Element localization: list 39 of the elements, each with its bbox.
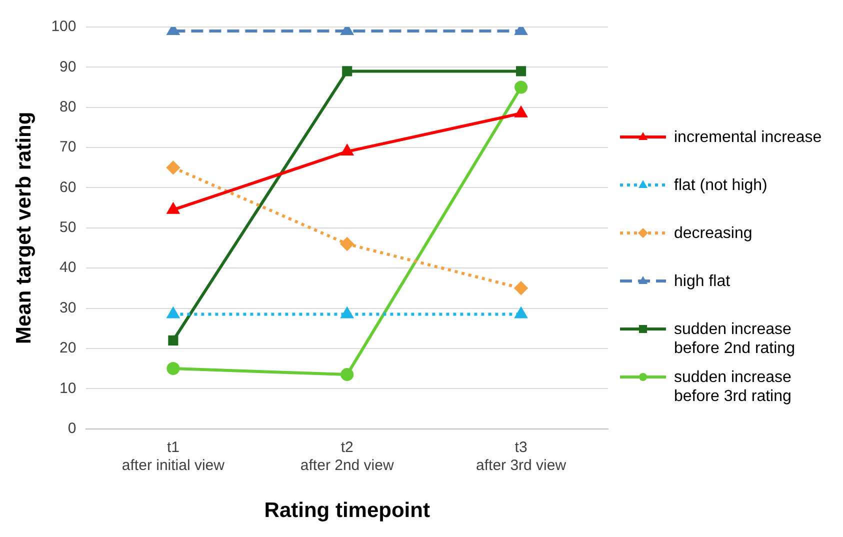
- y-tick-label: 10: [60, 380, 76, 397]
- point: [516, 66, 526, 76]
- legend-label: decreasing: [674, 224, 752, 243]
- y-tick-label: 20: [60, 340, 76, 357]
- y-tick-label: 0: [68, 420, 76, 437]
- x-axis-title: Rating timepoint: [264, 499, 430, 522]
- y-tick-label: 60: [60, 178, 76, 196]
- legend-label: sudden increase before 2nd rating: [674, 320, 796, 358]
- point: [342, 66, 352, 76]
- point: [515, 27, 527, 36]
- point: [514, 282, 528, 295]
- y-tick-label: 30: [60, 299, 76, 316]
- legend-label: flat (not high): [674, 176, 768, 195]
- x-tick-label: t2 after 2nd view: [300, 438, 394, 474]
- point: [341, 145, 353, 156]
- point: [341, 27, 353, 36]
- y-tick-label: 70: [60, 138, 76, 156]
- y-axis-title: Mean target verb rating: [12, 112, 36, 344]
- x-tick-label: t1 after initial view: [122, 438, 225, 474]
- point: [167, 203, 180, 214]
- point: [167, 308, 180, 318]
- legend-label: sudden increase before 3rd rating: [674, 368, 792, 406]
- y-tick-label: 50: [60, 219, 76, 236]
- x-tick-label: t3 after 3rd view: [476, 438, 566, 474]
- point: [515, 106, 527, 118]
- legend-label: incremental increase: [674, 128, 822, 147]
- point: [515, 308, 527, 318]
- point: [168, 335, 178, 346]
- y-tick-label: 80: [60, 98, 76, 116]
- point: [166, 161, 180, 174]
- y-tick-label: 100: [51, 18, 76, 36]
- y-tick-label: 40: [60, 259, 76, 276]
- legend-label: high flat: [674, 272, 730, 291]
- y-tick-label: 90: [60, 58, 76, 76]
- point: [514, 80, 528, 94]
- point: [340, 237, 354, 250]
- point: [166, 362, 180, 376]
- point: [341, 308, 353, 318]
- point: [340, 368, 354, 382]
